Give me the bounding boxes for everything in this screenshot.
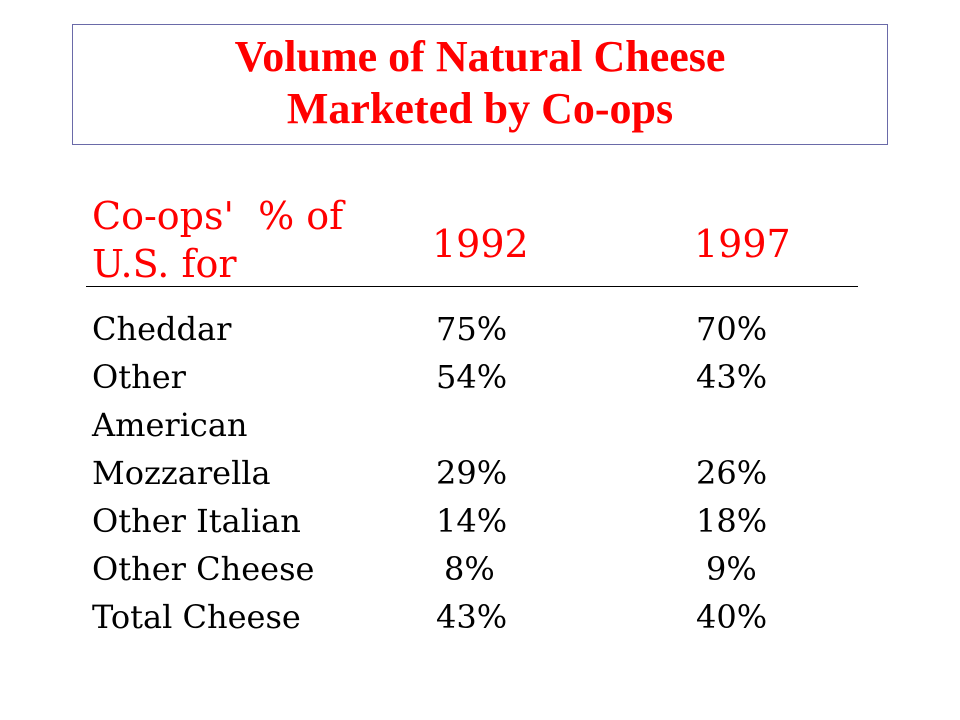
title-line-1: Volume of Natural Cheese (234, 32, 726, 81)
table-row-cheddar: Cheddar 75% 70% (92, 305, 858, 353)
table-row-total-cheese: Total Cheese 43% 40% (92, 593, 858, 641)
title-line-2: Marketed by Co-ops (286, 84, 674, 133)
row-name: Total Cheese (92, 598, 301, 636)
row-value-1997: 70% (696, 310, 768, 348)
header-divider (86, 286, 858, 287)
table-row-other-american: Other American 54% 43% (92, 353, 858, 449)
table-row-other-italian: Other Italian 14% 18% (92, 497, 858, 545)
row-value-1997: 40% (696, 598, 768, 636)
table-row-other-cheese: Other Cheese 8% 9% (92, 545, 858, 593)
table-row-mozzarella: Mozzarella 29% 26% (92, 449, 858, 497)
row-value-1992: 29% (436, 454, 508, 492)
row-name: Mozzarella (92, 454, 271, 492)
header-label: Co-ops' % of U.S. for (92, 192, 392, 288)
row-value-1997: 18% (696, 502, 768, 540)
row-value-1997: 26% (696, 454, 768, 492)
header-year-1997: 1997 (694, 222, 791, 266)
header-label-line-2: U.S. for (92, 242, 237, 286)
table-body: Cheddar 75% 70% Other American 54% 43% M… (92, 305, 858, 641)
header-year-1992: 1992 (432, 222, 529, 266)
row-value-1992: 43% (436, 598, 508, 636)
table-header: Co-ops' % of U.S. for 1992 1997 (92, 192, 858, 288)
row-value-1997: 9% (706, 550, 757, 588)
row-name: Other Cheese (92, 550, 315, 588)
row-value-1992: 8% (444, 550, 495, 588)
row-name-line-2: American (92, 406, 248, 444)
row-value-1997: 43% (696, 358, 768, 396)
row-name-line-1: Other (92, 358, 186, 396)
header-label-line-1: Co-ops' % of (92, 194, 344, 238)
row-value-1992: 75% (436, 310, 508, 348)
row-name: Other Italian (92, 502, 301, 540)
row-value-1992: 54% (436, 358, 508, 396)
slide-title: Volume of Natural Cheese Marketed by Co-… (72, 24, 888, 145)
row-name: Other American (92, 353, 422, 449)
row-name: Cheddar (92, 310, 232, 348)
header-row: Co-ops' % of U.S. for 1992 1997 (92, 192, 858, 288)
row-value-1992: 14% (436, 502, 508, 540)
